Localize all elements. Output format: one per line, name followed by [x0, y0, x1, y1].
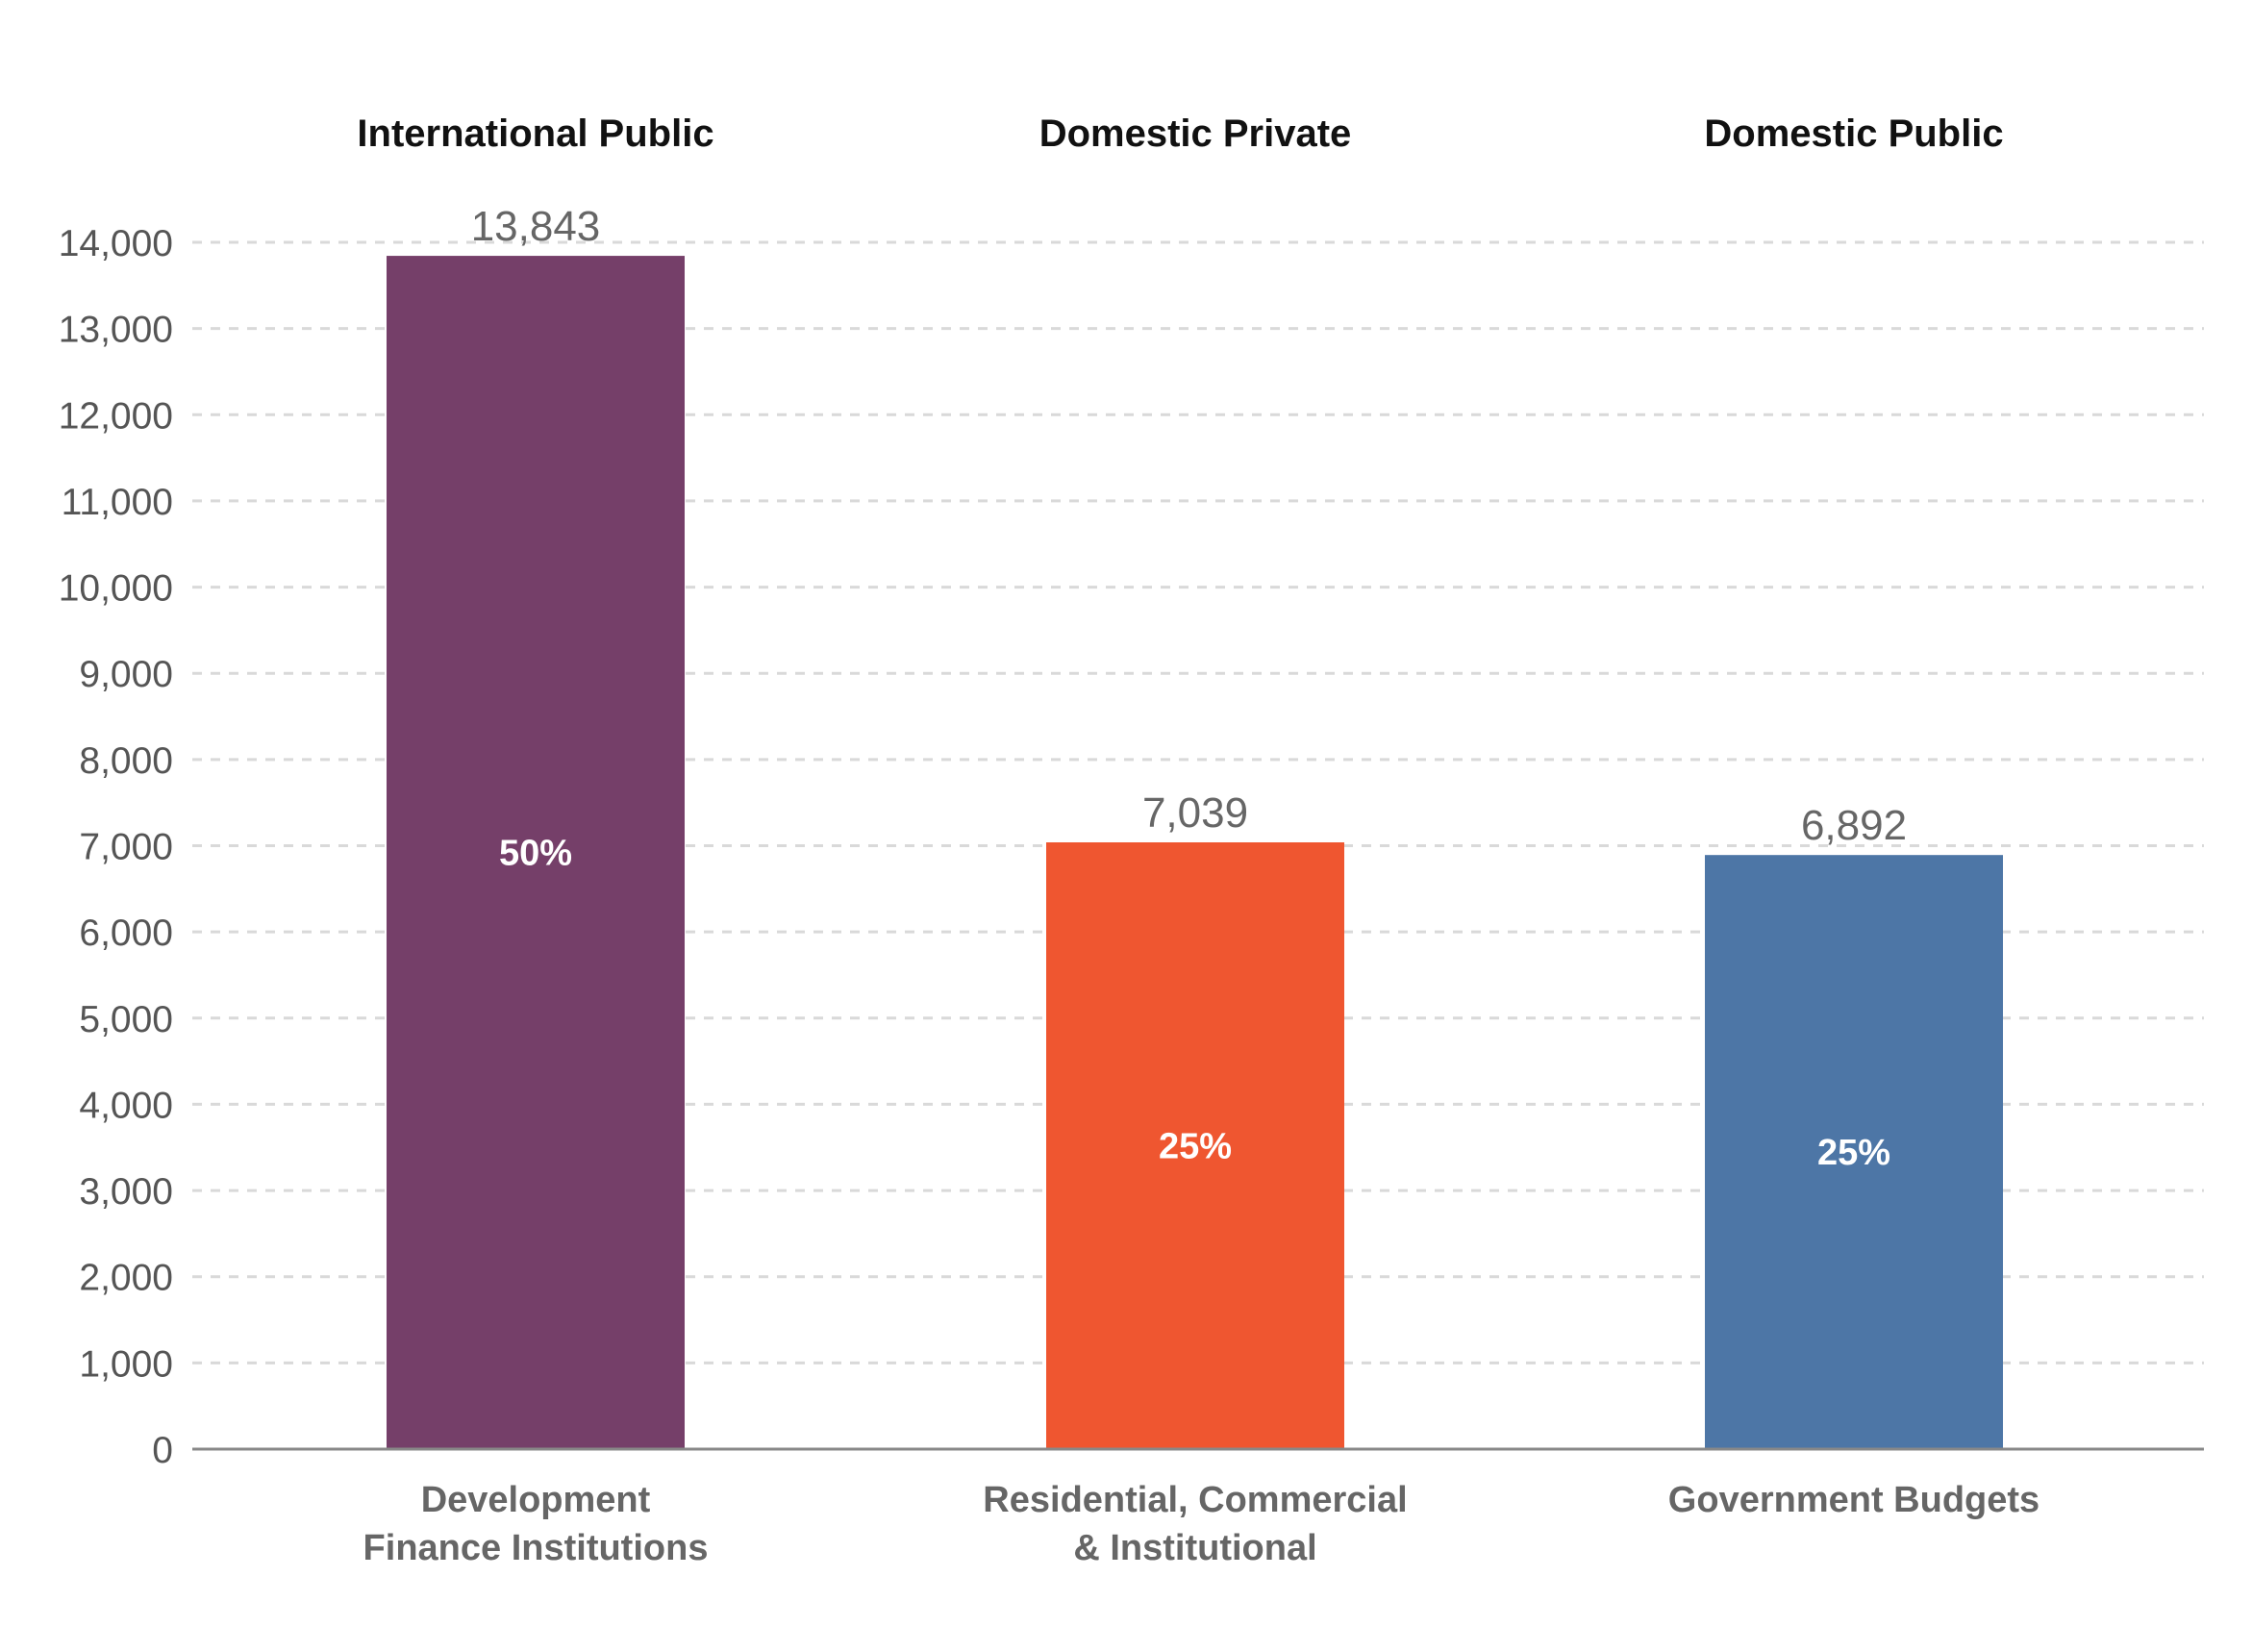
y-tick-label: 1,000: [79, 1343, 173, 1385]
category-label: & Institutional: [1073, 1528, 1316, 1568]
y-tick-label: 2,000: [79, 1258, 173, 1299]
y-tick-label: 0: [152, 1430, 173, 1471]
labels: 13,843 50% International Public Development…: [357, 113, 2039, 1568]
value-label: 13,843: [471, 203, 601, 250]
y-tick-label: 12,000: [59, 395, 173, 437]
group-label: Domestic Private: [1039, 113, 1352, 155]
percent-label: 50%: [499, 834, 572, 874]
category-label: Government Budgets: [1668, 1480, 2039, 1520]
group-label: International Public: [357, 113, 713, 155]
percent-label: 25%: [1159, 1127, 1232, 1167]
y-tick-label: 3,000: [79, 1171, 173, 1213]
y-tick-label: 11,000: [62, 482, 173, 523]
y-tick-label: 5,000: [79, 999, 173, 1040]
y-tick-label: 7,000: [79, 827, 173, 868]
y-tick-label: 10,000: [59, 568, 173, 610]
percent-label: 25%: [1817, 1133, 1890, 1173]
y-tick-label: 14,000: [59, 223, 173, 264]
category-label: Development: [421, 1480, 651, 1520]
y-tick-label: 4,000: [79, 1085, 173, 1126]
bar: [1705, 855, 2003, 1449]
value-label: 7,039: [1142, 789, 1248, 837]
bar: [1046, 842, 1344, 1449]
group-label: Domestic Public: [1704, 113, 2003, 155]
y-tick-label: 6,000: [79, 913, 173, 954]
value-label: 6,892: [1801, 802, 1907, 849]
category-label: Residential, Commercial: [983, 1480, 1407, 1520]
bar: [387, 256, 685, 1449]
y-tick-label: 9,000: [79, 654, 173, 695]
y-tick-label: 13,000: [59, 310, 173, 351]
category-label: Finance Institutions: [363, 1528, 709, 1568]
y-axis-ticks: 0 1,000 2,000 3,000 4,000 5,000 6,000 7,000 8,00…: [59, 223, 173, 1471]
bars: [387, 256, 2003, 1449]
y-tick-label: 8,000: [79, 740, 173, 782]
